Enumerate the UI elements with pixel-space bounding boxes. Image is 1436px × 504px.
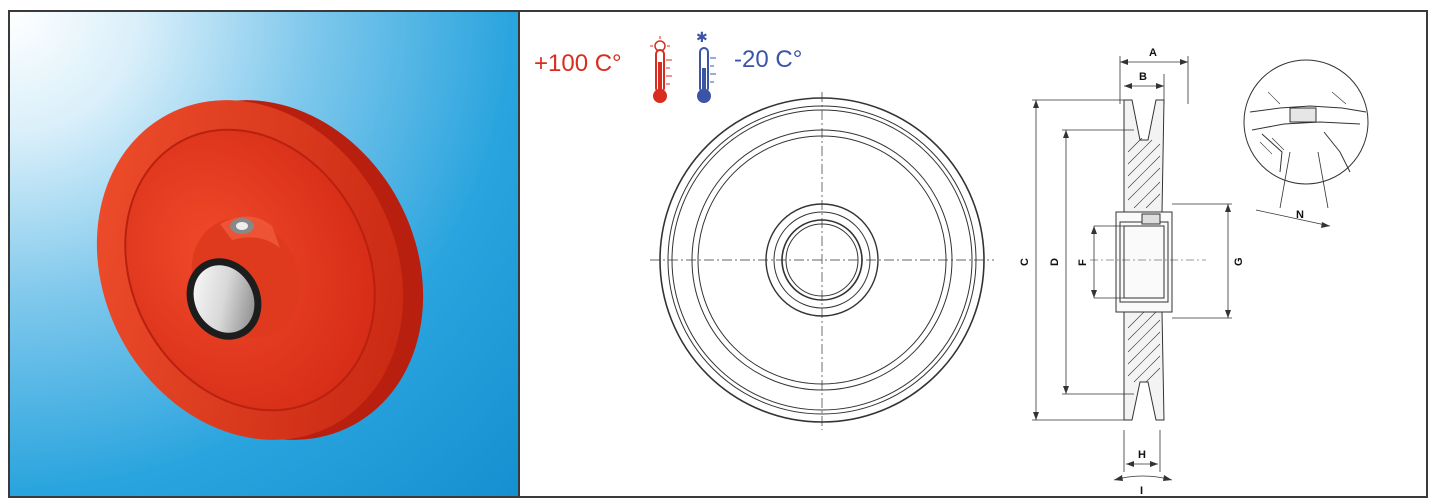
product-card: +100 C° -20 C° ✱ [8, 10, 1428, 498]
dimension-lines [1032, 56, 1331, 481]
max-temperature-label: +100 C° [534, 50, 622, 77]
dimension-drawing: ✱ [650, 30, 1369, 496]
cold-thermometer-icon: ✱ [696, 30, 716, 103]
min-temperature-label: -20 C° [734, 46, 803, 73]
bearing-bore [193, 265, 255, 333]
dimension-arrows [1033, 59, 1330, 481]
front-view [650, 92, 994, 430]
dimension-label-i: I [1140, 485, 1143, 496]
dimension-label-h: H [1138, 449, 1146, 461]
dimension-label-b: B [1139, 71, 1147, 83]
technical-drawing-panel: +100 C° -20 C° ✱ [520, 12, 1426, 496]
section-view [1090, 99, 1206, 421]
dimension-label-a: A [1149, 47, 1157, 59]
dimension-label-c: C [1019, 258, 1031, 266]
pulley-wheel-icon [96, 100, 424, 440]
detail-view [1243, 59, 1369, 209]
dimension-label-n: N [1296, 209, 1304, 221]
hot-thermometer-icon [650, 36, 672, 103]
dimension-label-d: D [1049, 258, 1061, 266]
dimension-label-g: G [1233, 257, 1245, 266]
svg-text:✱: ✱ [696, 30, 708, 46]
panel-divider [518, 12, 520, 496]
product-photo-panel [10, 12, 518, 496]
dimension-label-f: F [1077, 259, 1089, 266]
